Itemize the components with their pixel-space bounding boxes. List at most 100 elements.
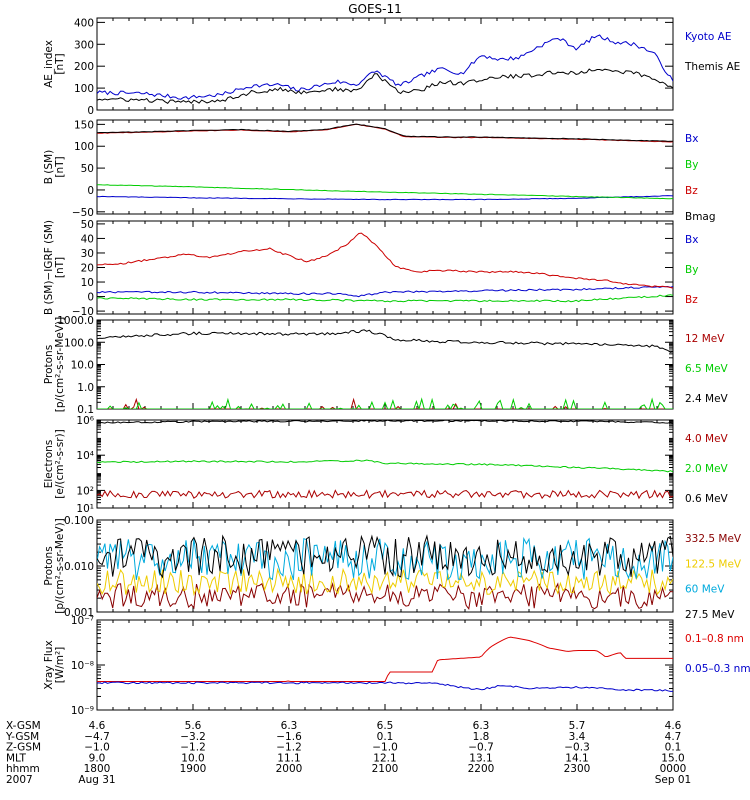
series-line-electrons-2 bbox=[97, 420, 673, 424]
legend-label: 60 MeV bbox=[685, 584, 725, 596]
ephem-value: 1800 bbox=[84, 763, 111, 775]
ephem-value: 4.6 bbox=[665, 720, 682, 732]
legend-label: 6.5 MeV bbox=[685, 363, 729, 375]
y-axis-label: AE_index[nT] bbox=[43, 40, 66, 88]
series-group bbox=[97, 420, 673, 500]
ephem-value: 3.4 bbox=[569, 731, 586, 743]
y-tick-label: 10⁻⁷ bbox=[71, 615, 94, 627]
legend-label: Bz bbox=[685, 294, 698, 306]
series-group bbox=[97, 123, 673, 201]
ephem-year: 2007 bbox=[6, 774, 33, 786]
ephem-value: 10.0 bbox=[181, 752, 204, 764]
ephem-row-label: Z-GSM bbox=[6, 742, 41, 754]
ephem-value: 2000 bbox=[276, 763, 303, 775]
y-tick-label: 0 bbox=[87, 292, 94, 304]
series-line-protons_high-1 bbox=[97, 567, 673, 597]
ephem-value: 15.0 bbox=[661, 752, 684, 764]
legend-label: 0.05–0.3 nm bbox=[685, 663, 750, 675]
legend-label: Bmag bbox=[685, 211, 716, 223]
y-tick-label: 50 bbox=[81, 219, 94, 231]
ephem-value: −1.6 bbox=[276, 731, 302, 743]
ephem-value: 0000 bbox=[660, 763, 687, 775]
y-axis-label-line: AE_index bbox=[43, 40, 55, 88]
y-tick-label: 100 bbox=[74, 83, 94, 95]
y-tick-label: −50 bbox=[72, 207, 94, 219]
y-tick-label: 0 bbox=[87, 105, 94, 117]
y-axis-label-line: [nT] bbox=[54, 257, 66, 278]
ephem-value: 1.8 bbox=[473, 731, 490, 743]
series-line-b_igrf-0 bbox=[97, 285, 673, 298]
legend-label: 0.1–0.8 nm bbox=[685, 633, 744, 645]
ephem-value: 2300 bbox=[564, 763, 591, 775]
y-tick-label: 0.100 bbox=[64, 515, 94, 527]
ephem-value: −0.7 bbox=[468, 742, 494, 754]
ephem-row-label: MLT bbox=[6, 752, 26, 764]
ephem-value: 6.5 bbox=[377, 720, 394, 732]
ephem-value: 0.1 bbox=[665, 742, 682, 754]
ephem-date: Sep 01 bbox=[655, 774, 692, 786]
y-tick-label: 0.010 bbox=[64, 561, 94, 573]
y-tick-label: 40 bbox=[81, 233, 94, 245]
ephem-value: 6.3 bbox=[281, 720, 298, 732]
y-tick-label: 10¹ bbox=[76, 503, 94, 515]
ephem-value: 0.1 bbox=[377, 731, 394, 743]
series-line-protons_high-2 bbox=[97, 536, 673, 581]
y-axis-label-line: [p/(cm²-s-sr-MeV)] bbox=[54, 317, 66, 412]
y-axis-label: Protons[p/(cm²-s-sr-MeV)] bbox=[43, 518, 66, 613]
ephem-row-label: Y-GSM bbox=[5, 731, 39, 743]
y-axis-label-line: [e/(cm²-s-sr)] bbox=[54, 429, 66, 498]
ephem-value: 13.1 bbox=[469, 752, 492, 764]
series-line-protons_low-2 bbox=[97, 329, 673, 353]
ephem-value: 4.6 bbox=[89, 720, 106, 732]
panel-protons_low: 0.11.010.0100.01000.0Protons[p/(cm²-s-sr… bbox=[43, 315, 729, 416]
y-tick-label: 10² bbox=[76, 485, 94, 497]
y-axis-label: B (SM)−IGRF (SM)[nT] bbox=[43, 220, 66, 315]
ephem-value: 12.1 bbox=[373, 752, 396, 764]
ephem-date: Aug 31 bbox=[78, 774, 115, 786]
y-tick-label: 400 bbox=[74, 17, 94, 29]
panel-frame bbox=[96, 619, 674, 711]
legend-label: 332.5 MeV bbox=[685, 533, 742, 545]
y-axis-label: Xray Flux[W/m²] bbox=[43, 640, 66, 689]
panel-b_sm: −50 0 50 100 150 B (SM)[nT] Bx By Bz Bmag bbox=[43, 119, 716, 223]
y-tick-label: 100.0 bbox=[64, 337, 94, 349]
series-line-electrons-0 bbox=[97, 489, 673, 500]
ephem-value: −1.0 bbox=[372, 742, 398, 754]
ephem-value: 6.3 bbox=[473, 720, 490, 732]
y-tick-label: 300 bbox=[74, 39, 94, 51]
y-tick-label: 0 bbox=[87, 185, 94, 197]
y-axis-label-line: Xray Flux bbox=[43, 640, 55, 689]
y-axis-label-line: [p/(cm²-s-sr-MeV)] bbox=[54, 518, 66, 613]
series-line-protons_low-1 bbox=[97, 397, 673, 409]
y-tick-label: −10 bbox=[72, 306, 94, 318]
panel-ae: 0 100 200 300 400 AE_index[nT] Kyoto AE Themis … bbox=[43, 17, 740, 117]
y-axis-label-line: B (SM)−IGRF (SM) bbox=[43, 220, 55, 315]
ephem-value: 2200 bbox=[468, 763, 495, 775]
y-tick-label: 50 bbox=[81, 163, 94, 175]
y-tick-label: 10⁻⁹ bbox=[71, 705, 94, 717]
series-line-xray-0 bbox=[97, 636, 673, 682]
y-axis-label-line: Protons bbox=[43, 345, 55, 384]
series-group bbox=[97, 232, 673, 303]
y-tick-label: 100 bbox=[74, 141, 94, 153]
y-axis-label-line: [W/m²] bbox=[54, 647, 66, 684]
y-tick-label: 1.0 bbox=[77, 382, 94, 394]
legend-label: By bbox=[685, 264, 698, 276]
legend-label: 0.6 MeV bbox=[685, 493, 729, 505]
legend-label: Bx bbox=[685, 234, 698, 246]
y-tick-label: 10⁶ bbox=[76, 415, 94, 427]
ephem-value: 14.1 bbox=[565, 752, 588, 764]
y-axis-label: B (SM)[nT] bbox=[43, 150, 66, 184]
y-axis-label-line: [nT] bbox=[54, 53, 66, 74]
legend-label: 27.5 MeV bbox=[685, 609, 735, 621]
panel-frame bbox=[96, 319, 674, 410]
series-line-b_sm-3 bbox=[97, 123, 673, 142]
ephem-value: 5.7 bbox=[569, 720, 586, 732]
series-line-xray-1 bbox=[97, 681, 673, 692]
y-tick-label: 30 bbox=[81, 248, 94, 260]
y-tick-label: 200 bbox=[74, 61, 94, 73]
ephem-value: −1.2 bbox=[276, 742, 302, 754]
panel-electrons: 10¹ 10² 10⁴ 10⁶ Electrons[e/(cm²-s-sr)] 4.0 M… bbox=[43, 415, 729, 515]
ephem-value: −1.0 bbox=[84, 742, 110, 754]
